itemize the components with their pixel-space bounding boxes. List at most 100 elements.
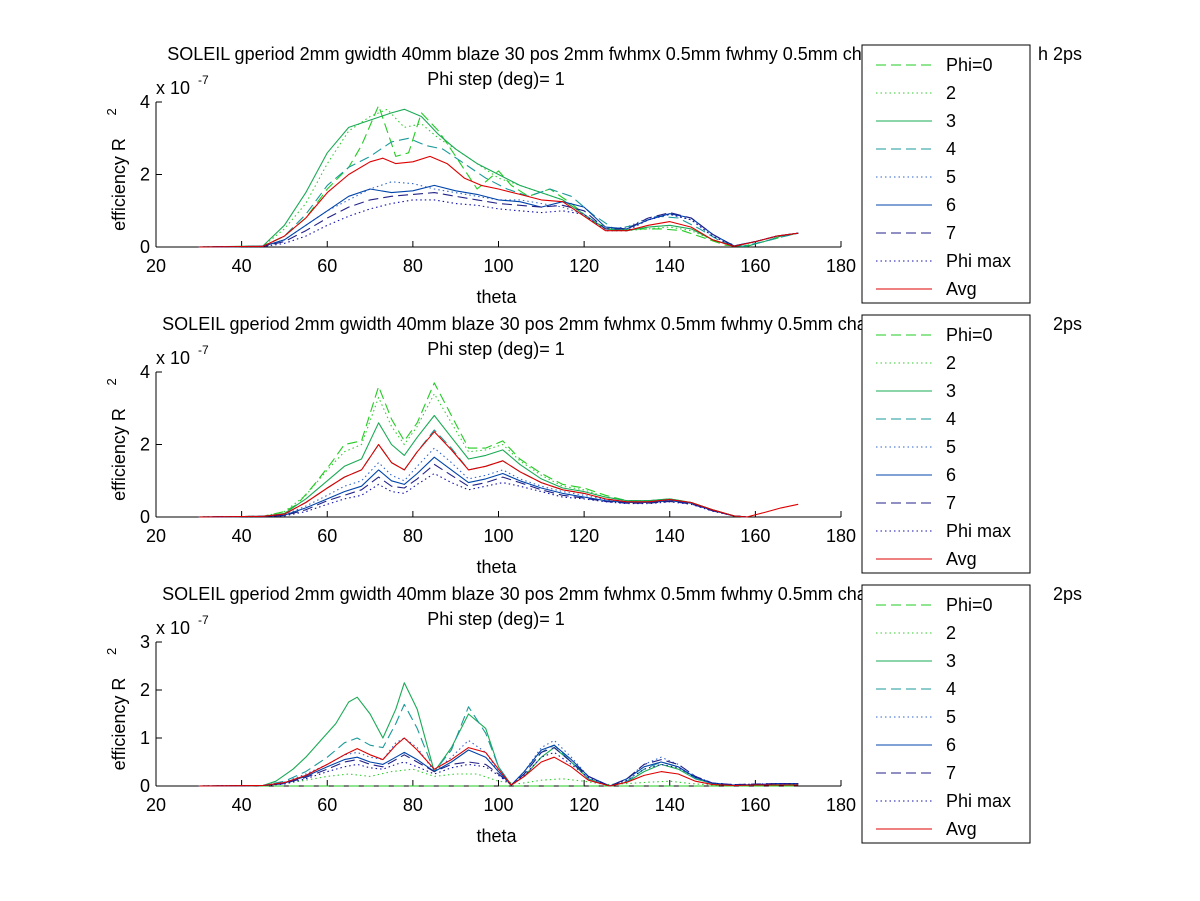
series-line-7 [198, 747, 799, 787]
series-line-9 [198, 155, 799, 248]
x-tick-label: 140 [655, 256, 685, 276]
x-tick-label: 180 [826, 795, 856, 815]
y-tick-label: 2 [140, 165, 150, 185]
legend-label: 7 [946, 223, 956, 243]
series-line-5 [198, 737, 799, 787]
legend: Phi=0 2 3 4 5 6 7 Phi max Avg [861, 314, 1031, 574]
legend-label: 3 [946, 651, 956, 671]
subplot-1: SOLEIL gperiod 2mm gwidth 40mm blaze 30 … [104, 44, 1082, 307]
y-axis-label-exponent: 2 [104, 648, 119, 655]
y-axis-label: efficiency R [109, 408, 129, 501]
y-tick-label: 2 [140, 680, 150, 700]
x-tick-label: 120 [569, 256, 599, 276]
y-tick-label: 0 [140, 507, 150, 527]
legend-label: 4 [946, 679, 956, 699]
legend-label: Phi max [946, 251, 1011, 271]
x-tick-label: 40 [232, 256, 252, 276]
y-tick-label: 4 [140, 92, 150, 112]
y-tick-label: 1 [140, 728, 150, 748]
x-axis-label: theta [476, 287, 517, 307]
x-tick-label: 120 [569, 526, 599, 546]
x-axis-label: theta [476, 557, 517, 577]
y-axis-label-group: efficiency R 2 [104, 378, 129, 501]
y-tick-label: 0 [140, 776, 150, 796]
legend-label: 4 [946, 409, 956, 429]
x-tick-label: 100 [483, 256, 513, 276]
legend-label: 2 [946, 353, 956, 373]
chart-subtitle: Phi step (deg)= 1 [427, 339, 565, 359]
x-tick-label: 160 [740, 526, 770, 546]
series-line-9 [198, 737, 799, 787]
legend-box [861, 584, 1031, 844]
subplot-2: SOLEIL gperiod 2mm gwidth 40mm blaze 30 … [104, 314, 1082, 577]
chart-title: SOLEIL gperiod 2mm gwidth 40mm blaze 30 … [162, 584, 918, 604]
legend-label: Avg [946, 279, 977, 299]
y-axis-label-exponent: 2 [104, 108, 119, 115]
legend-box [861, 44, 1031, 304]
legend-label: Phi=0 [946, 55, 993, 75]
x-tick-label: 60 [317, 256, 337, 276]
y-axis-label: efficiency R [109, 138, 129, 231]
legend-label: 2 [946, 623, 956, 643]
legend-label: 2 [946, 83, 956, 103]
x-tick-label: 60 [317, 526, 337, 546]
legend-label: 6 [946, 465, 956, 485]
x-tick-label: 140 [655, 795, 685, 815]
y-axis-label: efficiency R [109, 678, 129, 771]
legend-label: Phi max [946, 521, 1011, 541]
legend-box [861, 314, 1031, 574]
legend-label: 6 [946, 735, 956, 755]
series-line-4 [198, 703, 799, 787]
legend-label: 7 [946, 493, 956, 513]
series-line-1 [198, 105, 799, 248]
y-tick-label: 4 [140, 362, 150, 382]
series-line-3 [198, 414, 747, 518]
y-exponent-power: -7 [198, 613, 209, 627]
x-tick-label: 100 [483, 795, 513, 815]
legend-label: 5 [946, 167, 956, 187]
legend-label: Avg [946, 549, 977, 569]
y-axis-label-group: efficiency R 2 [104, 648, 129, 771]
x-tick-label: 20 [146, 256, 166, 276]
legend-label: 5 [946, 437, 956, 457]
series-line-6 [198, 456, 747, 518]
x-tick-label: 120 [569, 795, 599, 815]
x-tick-label: 20 [146, 795, 166, 815]
series-line-1 [198, 382, 747, 518]
x-tick-label: 80 [403, 795, 423, 815]
series-line-8 [198, 472, 747, 518]
x-tick-label: 40 [232, 526, 252, 546]
series-line-6 [198, 744, 799, 787]
chart-title-tail: 2ps [1053, 584, 1082, 604]
chart-subtitle: Phi step (deg)= 1 [427, 609, 565, 629]
chart-title-tail: 2ps [1053, 314, 1082, 334]
x-tick-label: 100 [483, 526, 513, 546]
series-line-3 [198, 682, 799, 787]
x-tick-label: 80 [403, 256, 423, 276]
x-tick-label: 20 [146, 526, 166, 546]
chart-subtitle: Phi step (deg)= 1 [427, 69, 565, 89]
y-exponent-label: x 10 [156, 348, 190, 368]
legend: Phi=0 2 3 4 5 6 7 Phi max Avg [861, 44, 1031, 304]
y-axis-label-group: efficiency R 2 [104, 108, 129, 231]
series-line-8 [198, 199, 799, 248]
subplot-3: SOLEIL gperiod 2mm gwidth 40mm blaze 30 … [104, 584, 1082, 846]
y-tick-label: 0 [140, 237, 150, 257]
y-exponent-label: x 10 [156, 78, 190, 98]
y-exponent-power: -7 [198, 73, 209, 87]
legend-label: 3 [946, 381, 956, 401]
legend-label: 3 [946, 111, 956, 131]
legend-label: 7 [946, 763, 956, 783]
y-tick-label: 3 [140, 632, 150, 652]
x-tick-label: 40 [232, 795, 252, 815]
legend-label: 5 [946, 707, 956, 727]
x-tick-label: 160 [740, 256, 770, 276]
chart-title: SOLEIL gperiod 2mm gwidth 40mm blaze 30 … [162, 314, 918, 334]
legend-label: Avg [946, 819, 977, 839]
legend-label: Phi=0 [946, 325, 993, 345]
x-axis-label: theta [476, 826, 517, 846]
series-line-3 [198, 108, 799, 248]
series-line-9 [198, 431, 799, 518]
x-tick-label: 140 [655, 526, 685, 546]
